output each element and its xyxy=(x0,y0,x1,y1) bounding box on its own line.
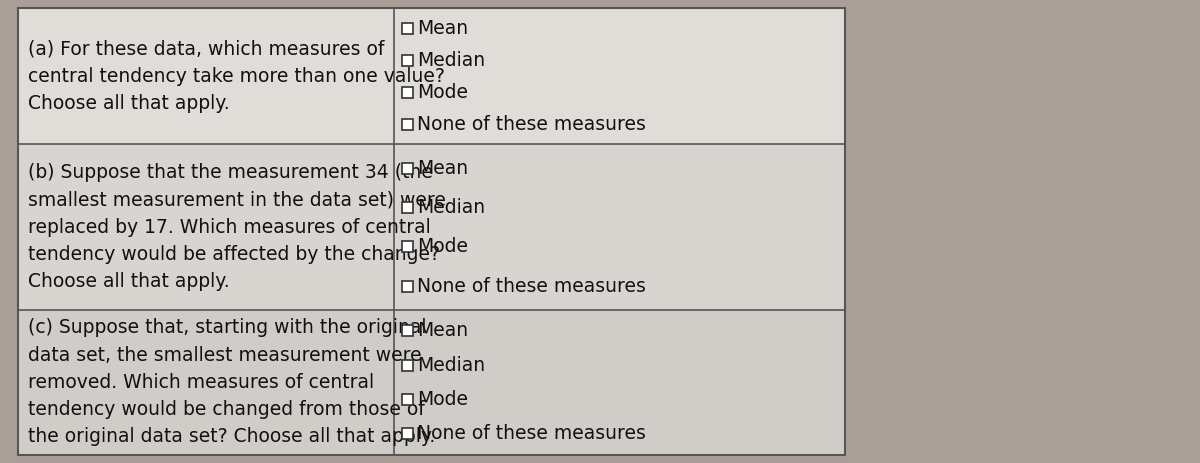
Text: Mode: Mode xyxy=(418,237,468,256)
Bar xyxy=(402,87,413,98)
Text: Median: Median xyxy=(418,356,486,375)
Text: Median: Median xyxy=(418,198,486,217)
Bar xyxy=(402,163,413,174)
Text: Mode: Mode xyxy=(418,83,468,102)
Bar xyxy=(402,360,413,371)
Bar xyxy=(402,325,413,337)
Bar xyxy=(18,8,845,144)
Text: Mean: Mean xyxy=(418,158,468,177)
Bar xyxy=(402,241,413,252)
Bar xyxy=(402,394,413,405)
Text: Mean: Mean xyxy=(418,19,468,38)
Text: None of these measures: None of these measures xyxy=(418,115,646,134)
Text: (a) For these data, which measures of
central tendency take more than one value?: (a) For these data, which measures of ce… xyxy=(28,39,445,113)
Bar xyxy=(18,8,845,455)
Bar xyxy=(18,8,845,455)
Bar xyxy=(402,428,413,439)
Bar xyxy=(402,23,413,33)
Text: (b) Suppose that the measurement 34 (the
smallest measurement in the data set) w: (b) Suppose that the measurement 34 (the… xyxy=(28,163,446,291)
Bar xyxy=(402,55,413,66)
Text: None of these measures: None of these measures xyxy=(418,276,646,295)
Text: Mode: Mode xyxy=(418,390,468,409)
Text: (c) Suppose that, starting with the original
data set, the smallest measurement : (c) Suppose that, starting with the orig… xyxy=(28,319,436,446)
Bar xyxy=(402,202,413,213)
Bar xyxy=(402,119,413,130)
Bar xyxy=(18,310,845,455)
Bar xyxy=(18,144,845,310)
Text: Mean: Mean xyxy=(418,321,468,340)
Text: None of these measures: None of these measures xyxy=(418,425,646,444)
Bar xyxy=(402,281,413,292)
Text: Median: Median xyxy=(418,50,486,69)
